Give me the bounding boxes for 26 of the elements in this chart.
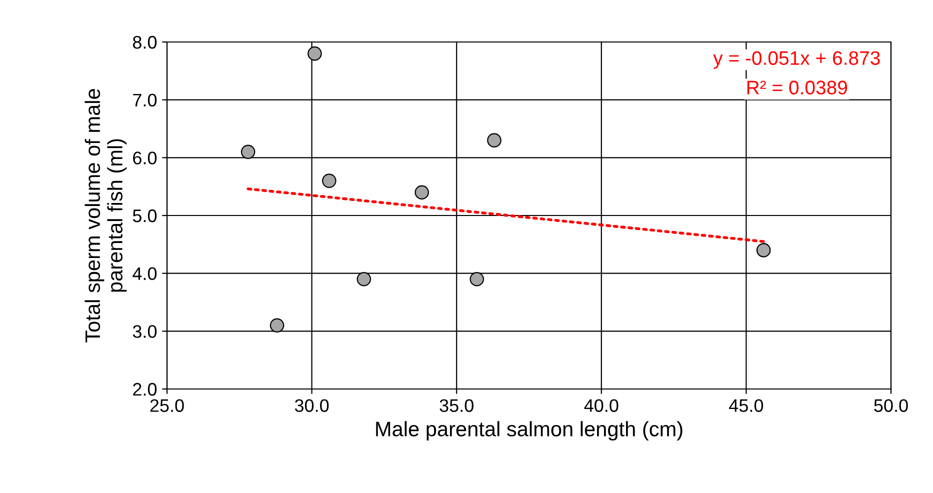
y-tick-label: 8.0	[132, 36, 157, 49]
point	[356, 272, 372, 286]
x-tick-label: 45.0	[729, 399, 764, 412]
y-tick-label: 2.0	[133, 382, 157, 396]
y-tick-label: 4.0	[132, 267, 157, 280]
point	[756, 243, 771, 258]
point	[322, 174, 336, 188]
x-tick-label: 30.0	[294, 399, 329, 412]
annotation: R² = 0.0389	[747, 80, 848, 94]
y-axis-title: Total sperm volume of male parental fish (ml)	[84, 89, 127, 342]
x-tick-label: 25.0	[150, 399, 184, 412]
y-tick-label: 3.0	[132, 325, 157, 338]
point	[487, 133, 502, 148]
x-axis-title: Male parental salmon length (cm)	[376, 421, 682, 441]
point	[470, 272, 484, 286]
x-tick-label: 50.0	[874, 399, 908, 412]
x-tick-label: 35.0	[440, 399, 474, 412]
y-tick-label: 5.0	[132, 209, 157, 222]
y-tick-label: 7.0	[133, 94, 157, 107]
point	[240, 144, 256, 160]
x-tick-label: 40.0	[584, 399, 618, 412]
annotation: y = -0.051x + 6.873	[713, 51, 880, 69]
y-tick-label: 6.0	[133, 152, 157, 164]
point	[308, 46, 322, 61]
point	[414, 185, 429, 200]
point	[270, 318, 284, 333]
